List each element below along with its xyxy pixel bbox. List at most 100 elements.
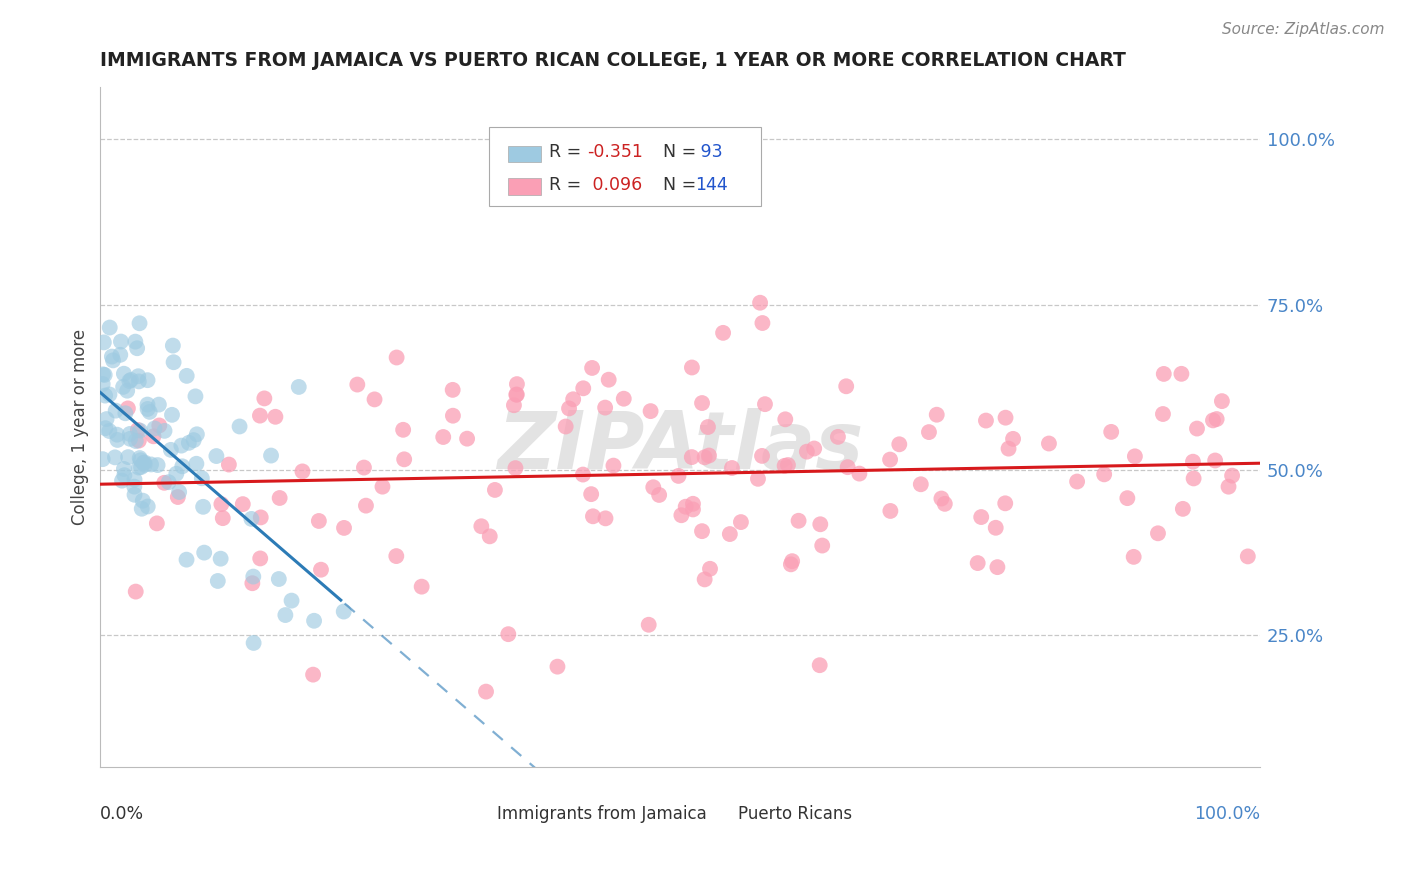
Point bbox=[94, 388, 117, 402]
Point bbox=[1152, 407, 1174, 421]
Point bbox=[129, 460, 152, 475]
Point bbox=[572, 467, 595, 482]
Point bbox=[186, 427, 208, 442]
Point bbox=[160, 442, 183, 457]
Point bbox=[125, 584, 148, 599]
Point bbox=[697, 449, 720, 463]
Point bbox=[910, 477, 932, 491]
Point bbox=[98, 387, 121, 401]
Point bbox=[143, 421, 166, 435]
Point bbox=[280, 593, 302, 607]
Point bbox=[353, 460, 375, 475]
Point bbox=[595, 511, 617, 525]
Point bbox=[131, 501, 153, 516]
Point bbox=[207, 574, 229, 588]
Point bbox=[127, 341, 149, 355]
Point bbox=[117, 401, 139, 416]
Point bbox=[558, 401, 581, 416]
Point bbox=[682, 502, 704, 516]
Text: 0.0%: 0.0% bbox=[100, 805, 145, 822]
Point bbox=[264, 409, 287, 424]
Point bbox=[848, 467, 870, 481]
Point bbox=[1099, 425, 1122, 439]
Point bbox=[101, 353, 124, 368]
Point bbox=[157, 475, 180, 490]
Point bbox=[371, 480, 394, 494]
Point bbox=[456, 432, 478, 446]
Point bbox=[441, 383, 464, 397]
Point bbox=[136, 401, 159, 416]
Point bbox=[165, 467, 187, 481]
Point bbox=[693, 573, 716, 587]
Point bbox=[112, 367, 135, 381]
Point bbox=[787, 514, 810, 528]
Point bbox=[146, 516, 169, 531]
Point bbox=[128, 316, 150, 330]
Point bbox=[503, 398, 526, 412]
Point bbox=[167, 485, 190, 500]
Point bbox=[1116, 491, 1139, 505]
Point bbox=[1185, 421, 1208, 435]
Text: N =: N = bbox=[662, 144, 702, 161]
Point bbox=[91, 376, 114, 391]
Point bbox=[183, 433, 205, 447]
Point bbox=[186, 457, 208, 471]
Point bbox=[146, 458, 169, 472]
Point bbox=[363, 392, 385, 407]
Point bbox=[184, 389, 207, 403]
Point bbox=[249, 409, 271, 423]
Point bbox=[302, 614, 325, 628]
Point bbox=[1002, 432, 1025, 446]
Point bbox=[392, 452, 415, 467]
Text: IMMIGRANTS FROM JAMAICA VS PUERTO RICAN COLLEGE, 1 YEAR OR MORE CORRELATION CHAR: IMMIGRANTS FROM JAMAICA VS PUERTO RICAN … bbox=[100, 51, 1126, 70]
Text: N =: N = bbox=[662, 176, 702, 194]
Point bbox=[721, 461, 744, 475]
Point bbox=[1236, 549, 1258, 564]
Point bbox=[139, 458, 162, 472]
Text: R =: R = bbox=[550, 144, 586, 161]
Point bbox=[172, 459, 194, 474]
Point bbox=[153, 424, 176, 438]
Point bbox=[170, 439, 193, 453]
Point bbox=[827, 430, 849, 444]
Point bbox=[115, 384, 138, 398]
Point bbox=[546, 659, 568, 673]
FancyBboxPatch shape bbox=[453, 805, 489, 822]
Point bbox=[176, 368, 198, 383]
Point bbox=[970, 510, 993, 524]
Point bbox=[107, 433, 129, 447]
Point bbox=[506, 387, 529, 401]
Point bbox=[994, 496, 1017, 510]
Point bbox=[127, 423, 149, 437]
Point bbox=[675, 500, 697, 514]
Point bbox=[931, 491, 953, 506]
Point bbox=[681, 360, 703, 375]
Point bbox=[994, 410, 1017, 425]
Point bbox=[747, 472, 769, 486]
Point bbox=[505, 461, 527, 475]
Point bbox=[1204, 453, 1226, 467]
Point bbox=[478, 529, 501, 543]
Point bbox=[554, 419, 576, 434]
Point bbox=[837, 460, 859, 475]
Point bbox=[796, 444, 818, 458]
Point bbox=[934, 497, 956, 511]
Point bbox=[643, 480, 665, 494]
Point bbox=[232, 497, 254, 511]
Point bbox=[118, 374, 141, 388]
Point bbox=[240, 576, 263, 591]
Point bbox=[470, 519, 492, 533]
Point bbox=[267, 572, 290, 586]
Point bbox=[773, 458, 796, 473]
Point bbox=[162, 355, 184, 369]
Point bbox=[205, 449, 228, 463]
Point bbox=[114, 406, 136, 420]
Point bbox=[153, 475, 176, 490]
Point bbox=[974, 413, 997, 427]
Point bbox=[997, 442, 1019, 456]
Point bbox=[128, 375, 150, 389]
Point bbox=[1170, 367, 1192, 381]
Point bbox=[228, 419, 250, 434]
Point bbox=[117, 450, 139, 464]
Point bbox=[1092, 467, 1115, 482]
